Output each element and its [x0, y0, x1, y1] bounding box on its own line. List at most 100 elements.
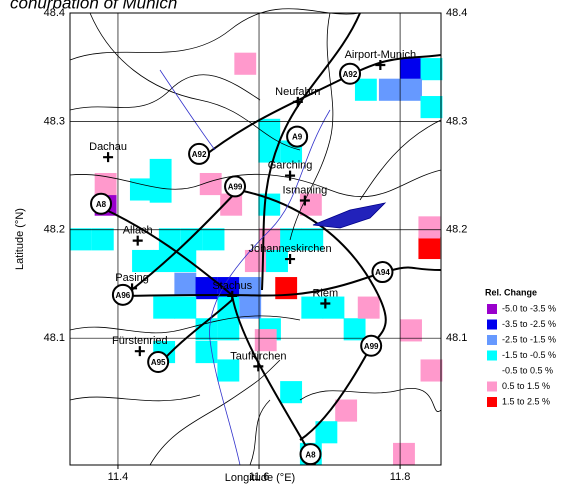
change-cell — [258, 118, 281, 141]
change-cell — [174, 272, 197, 295]
change-cell — [420, 96, 443, 119]
place-label: Airport-Munich — [345, 49, 417, 61]
motorway-label: A9 — [292, 133, 303, 142]
motorway-label: A99 — [364, 342, 379, 351]
change-cell — [239, 296, 262, 319]
y-tick-label-right: 48.2 — [446, 224, 467, 236]
motorway-shield — [188, 142, 211, 165]
legend-label: 1.5 to 2.5 % — [502, 396, 550, 406]
change-cell — [217, 318, 240, 341]
legend-label: 0.5 to 1.5 % — [502, 381, 550, 391]
place-label: Neufahrn — [275, 86, 320, 98]
y-tick-label: 48.1 — [44, 332, 65, 344]
change-cell — [217, 277, 240, 300]
change-cell — [195, 277, 218, 300]
change-cell — [217, 359, 240, 382]
place-marker — [103, 152, 114, 163]
change-cell — [357, 296, 380, 319]
change-cell — [315, 421, 338, 444]
change-cell — [254, 329, 277, 352]
motorway-shield — [339, 62, 362, 85]
place-label: Dachau — [89, 141, 127, 153]
legend-swatch — [487, 381, 497, 392]
motorway-shield — [224, 175, 247, 198]
change-cell — [266, 249, 288, 273]
x-axis-label: Longitude (°E) — [225, 472, 295, 484]
legend-label: -5.0 to -3.5 % — [502, 303, 556, 313]
place-label: Johanneskirchen — [248, 243, 331, 255]
motorway-label: A94 — [375, 268, 390, 277]
place-marker — [253, 361, 264, 372]
title: conurbation of Munich — [10, 0, 177, 12]
legend-swatch — [487, 397, 497, 407]
change-cell — [400, 319, 422, 342]
legend-swatch — [487, 304, 497, 314]
place-marker — [320, 298, 331, 309]
change-cell — [343, 318, 366, 341]
change-cell — [393, 442, 415, 465]
change-cell — [301, 296, 324, 319]
place-marker — [299, 195, 310, 206]
change-cell — [354, 78, 377, 101]
change-cell — [202, 228, 225, 251]
change-cell — [195, 318, 218, 341]
change-cell — [280, 228, 303, 251]
place-marker — [285, 170, 296, 181]
place-label: Stachus — [212, 280, 252, 292]
change-cell — [174, 296, 197, 319]
change-cell — [239, 277, 262, 300]
motorway-shield — [286, 125, 309, 148]
place-label: Fürstenried — [112, 335, 168, 347]
change-cell — [400, 58, 422, 81]
change-cell — [322, 296, 345, 319]
legend-swatch — [487, 366, 497, 376]
place-marker — [134, 346, 145, 357]
y-tick-label-right: 48.4 — [446, 7, 467, 19]
change-cell — [335, 399, 358, 422]
change-cell — [158, 228, 181, 251]
change-cell — [149, 158, 172, 182]
place-label: Allach — [123, 225, 153, 237]
change-cell — [180, 228, 203, 251]
place-marker — [285, 254, 296, 265]
change-cell — [418, 216, 441, 239]
change-cell — [94, 172, 117, 196]
base-map — [69, 8, 442, 466]
y-tick-label-right: 48.3 — [446, 115, 467, 127]
change-cell — [420, 58, 443, 81]
change-cell — [244, 249, 267, 273]
legend-swatch — [487, 319, 497, 330]
legend-swatch — [487, 350, 497, 361]
legend-label: -1.5 to -0.5 % — [502, 350, 556, 360]
y-tick-label: 48.4 — [44, 7, 65, 19]
plot-frame — [69, 12, 442, 466]
legend-label: -3.5 to -2.5 % — [502, 319, 556, 329]
change-cell — [195, 340, 218, 364]
motorway-label: A95 — [151, 358, 166, 367]
place-label: Riem — [312, 287, 338, 299]
change-cell — [400, 78, 422, 101]
change-cell — [220, 193, 243, 216]
legend-swatch — [487, 335, 497, 345]
motorway-shield — [111, 283, 134, 306]
place-marker — [132, 235, 143, 246]
y-tick-label-right: 48.1 — [446, 332, 467, 344]
change-cell — [129, 178, 152, 201]
x-tick-label: 11.4 — [108, 471, 129, 483]
y-tick-label: 48.3 — [44, 115, 65, 127]
place-label: Ismaning — [283, 184, 328, 196]
motorway-shield — [90, 192, 113, 215]
change-cell — [301, 228, 324, 251]
place-marker — [292, 96, 303, 107]
y-tick-label: 48.2 — [44, 224, 65, 236]
motorway-label: A96 — [116, 291, 131, 300]
change-cell — [234, 52, 257, 75]
change-cell — [420, 359, 443, 382]
motorway-label: A92 — [343, 70, 358, 79]
legend-label: -0.5 to 0.5 % — [502, 365, 553, 375]
place-label: Garching — [268, 159, 313, 171]
legend-title: Rel. Change — [485, 287, 537, 297]
change-cell — [70, 228, 92, 251]
y-axis-label: Latitude (°N) — [14, 208, 26, 270]
